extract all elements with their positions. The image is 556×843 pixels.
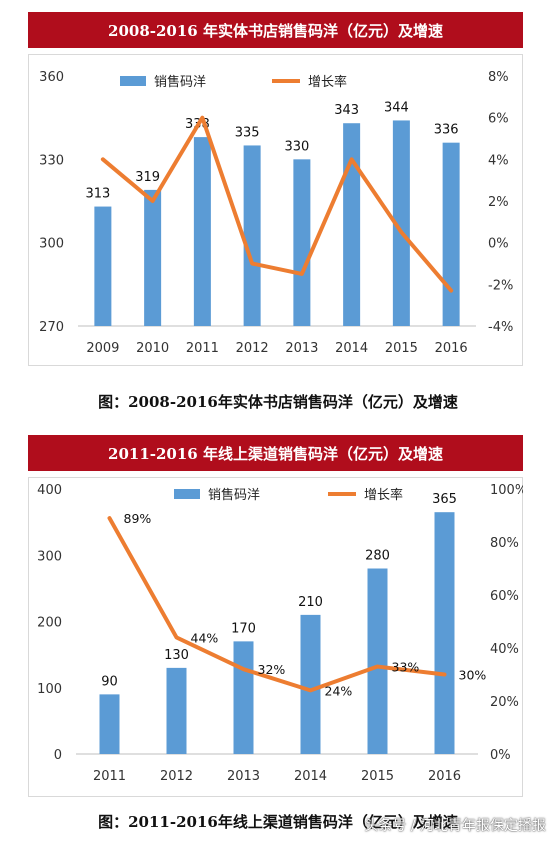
- chart2-bar-value-label: 170: [231, 621, 256, 636]
- chart2-xtick-label: 2011: [93, 769, 126, 784]
- chart1-ytick-label: 360: [39, 70, 64, 85]
- chart2-bar: [99, 694, 120, 754]
- chart1-xtick-label: 2010: [136, 341, 169, 356]
- chart1-y2tick-label: 0%: [488, 237, 509, 252]
- chart2-y2tick-label: 60%: [490, 589, 519, 604]
- chart2-ytick-label: 400: [37, 483, 62, 498]
- chart1-bar-value-label: 336: [434, 123, 459, 138]
- chart1-ytick-label: 300: [39, 237, 64, 252]
- chart2-ytick-label: 100: [37, 682, 62, 697]
- chart2-title-bar: 2011-2016 年线上渠道销售码洋（亿元）及增速: [28, 435, 523, 471]
- chart2-container: 400 300 200 100 0 100% 80% 60% 40% 20% 0% 2011 2012 2…: [28, 477, 527, 797]
- chart1-bar-value-label: 330: [284, 139, 309, 154]
- chart2-svg: 400 300 200 100 0 100% 80% 60% 40% 20% 0% 2011 2012 2…: [28, 477, 527, 797]
- chart1-legend-bar-label: 销售码洋: [154, 74, 206, 90]
- chart1-xtick-label: 2011: [186, 341, 219, 356]
- chart2-ytick-label: 300: [37, 549, 62, 564]
- chart2-line-value-label: 24%: [325, 683, 353, 698]
- chart2-bar: [300, 614, 321, 754]
- chart2-line-value-label: 32%: [258, 662, 286, 677]
- chart2-bar: [233, 641, 254, 754]
- chart1-container: 360 330 300 270 8% 6% 4% 2% 0% -2% -4% 2009 2010 2011…: [28, 54, 523, 366]
- chart1-frame: [28, 54, 523, 366]
- chart1-y2tick-label: -2%: [488, 278, 513, 293]
- chart2-line-value-label: 30%: [459, 668, 487, 683]
- chart1-legend-line-label: 增长率: [308, 74, 347, 90]
- chart2-legend-line-label: 增长率: [364, 487, 403, 503]
- chart2-bar-value-label: 210: [298, 595, 323, 610]
- chart2-xtick-label: 2013: [227, 769, 260, 784]
- chart1-y2tick-label: 2%: [488, 195, 509, 210]
- chart1-bar-value-label: 343: [334, 103, 359, 118]
- chart1-bar-value-label: 313: [85, 187, 110, 202]
- chart1-ytick-label: 330: [39, 153, 64, 168]
- chart2-growth-line: [107, 516, 447, 693]
- chart1-ytick-label: 270: [39, 320, 64, 335]
- chart2-xtick-label: 2015: [361, 769, 394, 784]
- chart1-title: 2008-2016 年实体书店销售码洋（亿元）及增速: [108, 21, 443, 40]
- chart2-y2tick-label: 0%: [490, 748, 511, 763]
- chart1-bar-value-label: 344: [384, 100, 409, 115]
- chart1-bar: [293, 159, 311, 326]
- chart2-line-value-label: 33%: [392, 660, 420, 675]
- chart2-xtick-label: 2016: [428, 769, 461, 784]
- chart1-y2tick-label: 8%: [488, 70, 509, 85]
- chart1-caption: 图：2008-2016年实体书店销售码洋（亿元）及增速: [98, 393, 458, 411]
- chart2-xtick-label: 2012: [160, 769, 193, 784]
- chart2-ytick-label: 200: [37, 616, 62, 631]
- chart1-y2tick-label: 6%: [488, 112, 509, 127]
- chart2-y2tick-label: 20%: [490, 695, 519, 710]
- chart1-xtick-label: 2013: [285, 341, 318, 356]
- chart1-svg: 360 330 300 270 8% 6% 4% 2% 0% -2% -4% 2009 2010 2011…: [28, 54, 523, 366]
- chart1-y2tick-label: 4%: [488, 153, 509, 168]
- chart2-bar: [166, 667, 187, 754]
- chart2-bar-value-label: 365: [432, 492, 457, 507]
- chart2-y2tick-label: 40%: [490, 642, 519, 657]
- chart2-ytick-label: 0: [54, 748, 62, 763]
- chart2-legend-bar-label: 销售码洋: [208, 487, 260, 503]
- chart1-xtick-label: 2015: [385, 341, 418, 356]
- chart1-bar-value-label: 335: [235, 125, 260, 140]
- chart2-frame: [28, 477, 523, 797]
- chart1-bar: [343, 123, 361, 326]
- chart2-title: 2011-2016 年线上渠道销售码洋（亿元）及增速: [108, 444, 443, 463]
- chart1-legend-bar-swatch: [120, 76, 146, 86]
- chart2-bar-value-label: 280: [365, 549, 390, 564]
- chart1-bar: [193, 137, 211, 326]
- chart2-y2tick-label: 100%: [490, 483, 523, 498]
- chart2-bar: [367, 568, 388, 754]
- chart1-xtick-label: 2016: [435, 341, 468, 356]
- chart1-bar: [392, 120, 410, 326]
- chart1-bar: [243, 145, 261, 326]
- chart1-bar: [442, 142, 460, 326]
- chart2-line-value-label: 44%: [191, 630, 219, 645]
- chart2-xtick-label: 2014: [294, 769, 327, 784]
- chart2-line-value-label: 89%: [124, 511, 152, 526]
- chart1-y2tick-label: -4%: [488, 320, 513, 335]
- chart1-bar: [94, 206, 112, 326]
- watermark: 头条号 / 河北青年报保定播报: [364, 818, 546, 834]
- chart1-bar-value-label: 319: [135, 170, 160, 185]
- chart1-growth-line: [100, 115, 454, 293]
- chart2-y2tick-label: 80%: [490, 536, 519, 551]
- chart2-bar-value-label: 90: [101, 674, 118, 689]
- chart1-title-bar: 2008-2016 年实体书店销售码洋（亿元）及增速: [28, 12, 523, 48]
- chart2-legend-bar-swatch: [174, 489, 200, 499]
- chart1-xtick-label: 2012: [236, 341, 269, 356]
- chart2-bar: [434, 512, 455, 754]
- chart1-xtick-label: 2014: [335, 341, 368, 356]
- chart1-xtick-label: 2009: [86, 341, 119, 356]
- chart1-bar: [144, 189, 162, 326]
- chart2-caption: 图：2011-2016年线上渠道销售码洋（亿元）及增速: [98, 813, 458, 831]
- chart2-bar-value-label: 130: [164, 648, 189, 663]
